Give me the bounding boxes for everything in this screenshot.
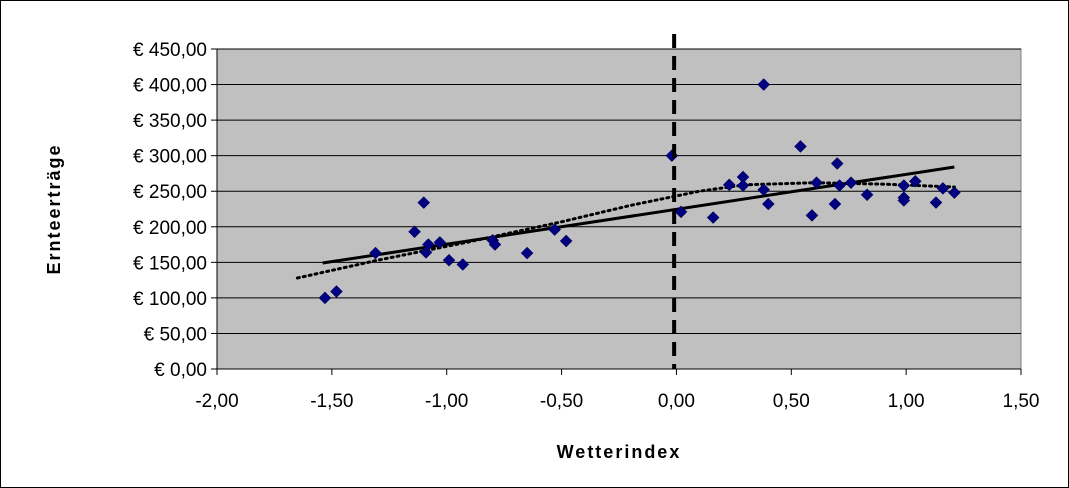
x-axis: -2,00 -1,50 -1,00 -0,50 0,00 0,50 1,00 1,50 bbox=[195, 368, 1040, 412]
data-point bbox=[948, 186, 961, 199]
data-point bbox=[674, 205, 688, 219]
x-tick-label: 1,00 bbox=[888, 391, 925, 412]
y-tick-label: € 250,00 bbox=[133, 182, 207, 203]
data-point bbox=[736, 179, 750, 192]
data-point bbox=[805, 209, 819, 222]
x-tick-label: -1,50 bbox=[310, 391, 353, 412]
data-point bbox=[417, 196, 431, 209]
y-tick-label: € 200,00 bbox=[133, 218, 207, 239]
y-tick-label: € 50,00 bbox=[144, 324, 207, 345]
y-tick-label: € 450,00 bbox=[133, 40, 207, 61]
data-point bbox=[722, 178, 736, 192]
data-point bbox=[860, 188, 874, 202]
data-point bbox=[433, 236, 447, 249]
data-point bbox=[810, 176, 823, 190]
data-point bbox=[488, 238, 502, 251]
x-axis-title: Wetterindex bbox=[557, 442, 682, 462]
y-tick-label: € 400,00 bbox=[133, 76, 207, 97]
data-point bbox=[757, 183, 771, 197]
y-tick-label: € 100,00 bbox=[133, 289, 207, 310]
data-point bbox=[828, 197, 842, 211]
data-point bbox=[929, 196, 943, 209]
grid-lines bbox=[217, 48, 1021, 334]
data-point bbox=[897, 194, 911, 207]
x-tick-label: -0,50 bbox=[540, 391, 583, 412]
data-point bbox=[706, 211, 720, 224]
data-point bbox=[408, 225, 421, 239]
data-point bbox=[442, 253, 456, 267]
data-point bbox=[330, 285, 343, 298]
data-point bbox=[844, 176, 858, 190]
data-point bbox=[833, 179, 846, 192]
data-points bbox=[318, 78, 961, 305]
data-point bbox=[548, 223, 562, 236]
data-point bbox=[421, 238, 435, 251]
y-tick-label: € 0,00 bbox=[154, 360, 207, 381]
data-point bbox=[318, 291, 332, 305]
data-point bbox=[559, 234, 573, 248]
x-tick-label: 0,50 bbox=[773, 391, 810, 412]
x-tick-label: -1,00 bbox=[425, 391, 468, 412]
data-point bbox=[369, 246, 382, 260]
x-tick-label: 0,00 bbox=[658, 391, 695, 412]
x-tick-label: 1,50 bbox=[1003, 391, 1040, 412]
data-point bbox=[757, 78, 771, 91]
data-point bbox=[936, 182, 950, 195]
data-point bbox=[794, 140, 807, 153]
data-point bbox=[908, 174, 922, 188]
data-point bbox=[761, 197, 775, 211]
y-axis: € 0,00 € 50,00 € 100,00 € 150,00 € 200,00 € 2… bbox=[133, 40, 218, 381]
y-tick-label: € 150,00 bbox=[133, 253, 207, 274]
x-tick-label: -2,00 bbox=[195, 391, 238, 412]
data-point bbox=[830, 157, 844, 170]
y-tick-label: € 300,00 bbox=[133, 147, 207, 168]
y-axis-title: Ernteerträge bbox=[44, 143, 64, 274]
data-point bbox=[456, 258, 470, 271]
y-tick-label: € 350,00 bbox=[133, 111, 207, 132]
data-point bbox=[520, 246, 534, 260]
